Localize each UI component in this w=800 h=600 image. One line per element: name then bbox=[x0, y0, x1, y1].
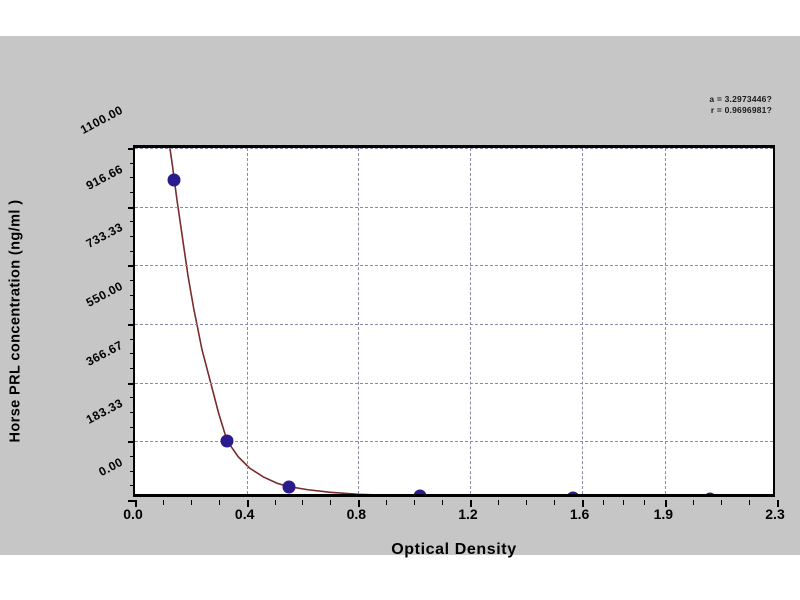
y-axis-tick bbox=[128, 441, 135, 444]
x-axis-tick bbox=[358, 500, 361, 507]
x-axis-minor-tick bbox=[525, 500, 527, 505]
gridline-horizontal bbox=[135, 148, 773, 149]
y-axis-minor-tick bbox=[130, 338, 135, 340]
x-axis-minor-tick bbox=[302, 500, 304, 505]
y-axis-minor-tick bbox=[130, 280, 135, 281]
x-axis-minor-tick bbox=[386, 500, 388, 505]
x-axis-tick bbox=[469, 500, 472, 507]
y-axis-minor-tick bbox=[130, 192, 135, 193]
y-axis-minor-tick bbox=[130, 236, 135, 237]
plot-inner bbox=[135, 148, 773, 494]
y-axis-minor-tick bbox=[130, 485, 135, 487]
y-axis-minor-tick bbox=[130, 250, 135, 252]
data-point bbox=[220, 434, 234, 448]
x-axis-minor-tick bbox=[721, 500, 723, 505]
x-axis-minor-tick bbox=[274, 500, 276, 505]
y-axis-minor-tick bbox=[130, 294, 135, 296]
data-point bbox=[413, 489, 427, 494]
data-point bbox=[282, 480, 296, 494]
y-axis-tick bbox=[128, 148, 135, 150]
y-axis-tick-label: 0.00 bbox=[96, 454, 126, 480]
x-axis-tick bbox=[777, 500, 779, 507]
x-axis-tick-label: 1.2 bbox=[458, 506, 478, 522]
y-axis-minor-tick bbox=[130, 353, 135, 355]
gridline-vertical bbox=[246, 148, 248, 494]
x-axis-minor-tick bbox=[749, 500, 751, 505]
x-axis-minor-tick bbox=[602, 500, 604, 505]
x-axis-tick bbox=[246, 500, 249, 507]
y-axis-minor-tick bbox=[130, 309, 135, 311]
x-axis-tick bbox=[665, 500, 668, 507]
gridline-horizontal bbox=[135, 382, 773, 384]
x-axis-minor-tick bbox=[218, 500, 220, 505]
y-axis-minor-tick bbox=[130, 367, 135, 369]
y-axis-minor-tick bbox=[130, 221, 135, 223]
y-axis-tick-label: 916.66 bbox=[83, 161, 126, 193]
y-axis-tick bbox=[128, 500, 135, 502]
x-axis-minor-tick bbox=[162, 500, 164, 505]
plot-area bbox=[128, 145, 779, 507]
gridline-horizontal bbox=[135, 265, 773, 267]
y-axis-tick bbox=[128, 324, 135, 326]
gridline-horizontal bbox=[135, 441, 773, 443]
y-axis-minor-tick bbox=[130, 162, 135, 164]
fit-statistics: a = 3.2973446? r = 0.9696981? bbox=[709, 94, 772, 116]
y-axis-tick-label: 1100.00 bbox=[77, 102, 126, 137]
y-axis-minor-tick bbox=[130, 470, 135, 472]
y-axis-minor-tick bbox=[130, 456, 135, 457]
gridline-horizontal bbox=[135, 324, 773, 325]
x-axis-minor-tick bbox=[414, 500, 416, 505]
x-axis-minor-tick bbox=[644, 500, 646, 505]
y-axis-minor-tick bbox=[130, 177, 135, 179]
y-axis-tick bbox=[128, 382, 135, 385]
gridline-vertical bbox=[665, 148, 667, 494]
x-axis-tick-label: 0.0 bbox=[123, 506, 143, 522]
gridline-vertical bbox=[469, 148, 471, 494]
y-axis-tick-label: 550.00 bbox=[83, 278, 126, 310]
x-axis-minor-tick bbox=[330, 500, 332, 505]
y-axis-tick-label: 183.33 bbox=[83, 396, 126, 428]
y-axis-tick-label: 366.67 bbox=[83, 337, 126, 369]
gridline-vertical bbox=[581, 148, 583, 494]
correlation-label: r = 0.9696981? bbox=[710, 105, 772, 115]
slope-label: a = 3.2973446? bbox=[709, 94, 772, 104]
x-axis-tick bbox=[581, 500, 584, 507]
x-axis-minor-tick bbox=[190, 500, 192, 505]
y-axis-minor-tick bbox=[130, 397, 135, 399]
y-axis-tick bbox=[128, 265, 135, 268]
x-axis-minor-tick bbox=[623, 500, 625, 505]
x-axis-minor-tick bbox=[497, 500, 499, 505]
gridline-horizontal bbox=[135, 206, 773, 208]
x-axis-minor-tick bbox=[553, 500, 555, 505]
x-axis-minor-tick bbox=[442, 500, 444, 505]
chart-canvas: a = 3.2973446? r = 0.9696981? Horse PRL … bbox=[0, 36, 800, 558]
x-axis-tick-label: 1.9 bbox=[653, 506, 674, 522]
x-axis-tick-label: 1.6 bbox=[569, 506, 590, 522]
data-point bbox=[167, 173, 181, 187]
gridline-vertical bbox=[358, 148, 360, 494]
y-axis-tick-label: 733.33 bbox=[83, 220, 126, 252]
x-axis-minor-tick bbox=[693, 500, 695, 505]
y-axis-minor-tick bbox=[130, 412, 135, 413]
y-axis-tick bbox=[128, 206, 135, 209]
x-axis-tick-label: 0.8 bbox=[346, 506, 367, 522]
y-axis-title-text: Horse PRL concentration (ng/ml ) bbox=[7, 199, 24, 443]
x-axis-tick-label: 2.3 bbox=[765, 506, 785, 522]
x-axis-tick bbox=[135, 500, 137, 507]
x-axis-tick-label: 0.4 bbox=[234, 506, 255, 522]
data-point bbox=[703, 492, 717, 494]
x-axis-title: Optical Density bbox=[391, 541, 517, 558]
data-point bbox=[566, 491, 580, 494]
y-axis-minor-tick bbox=[130, 426, 135, 428]
y-axis-title: Horse PRL concentration (ng/ml ) bbox=[2, 145, 28, 497]
